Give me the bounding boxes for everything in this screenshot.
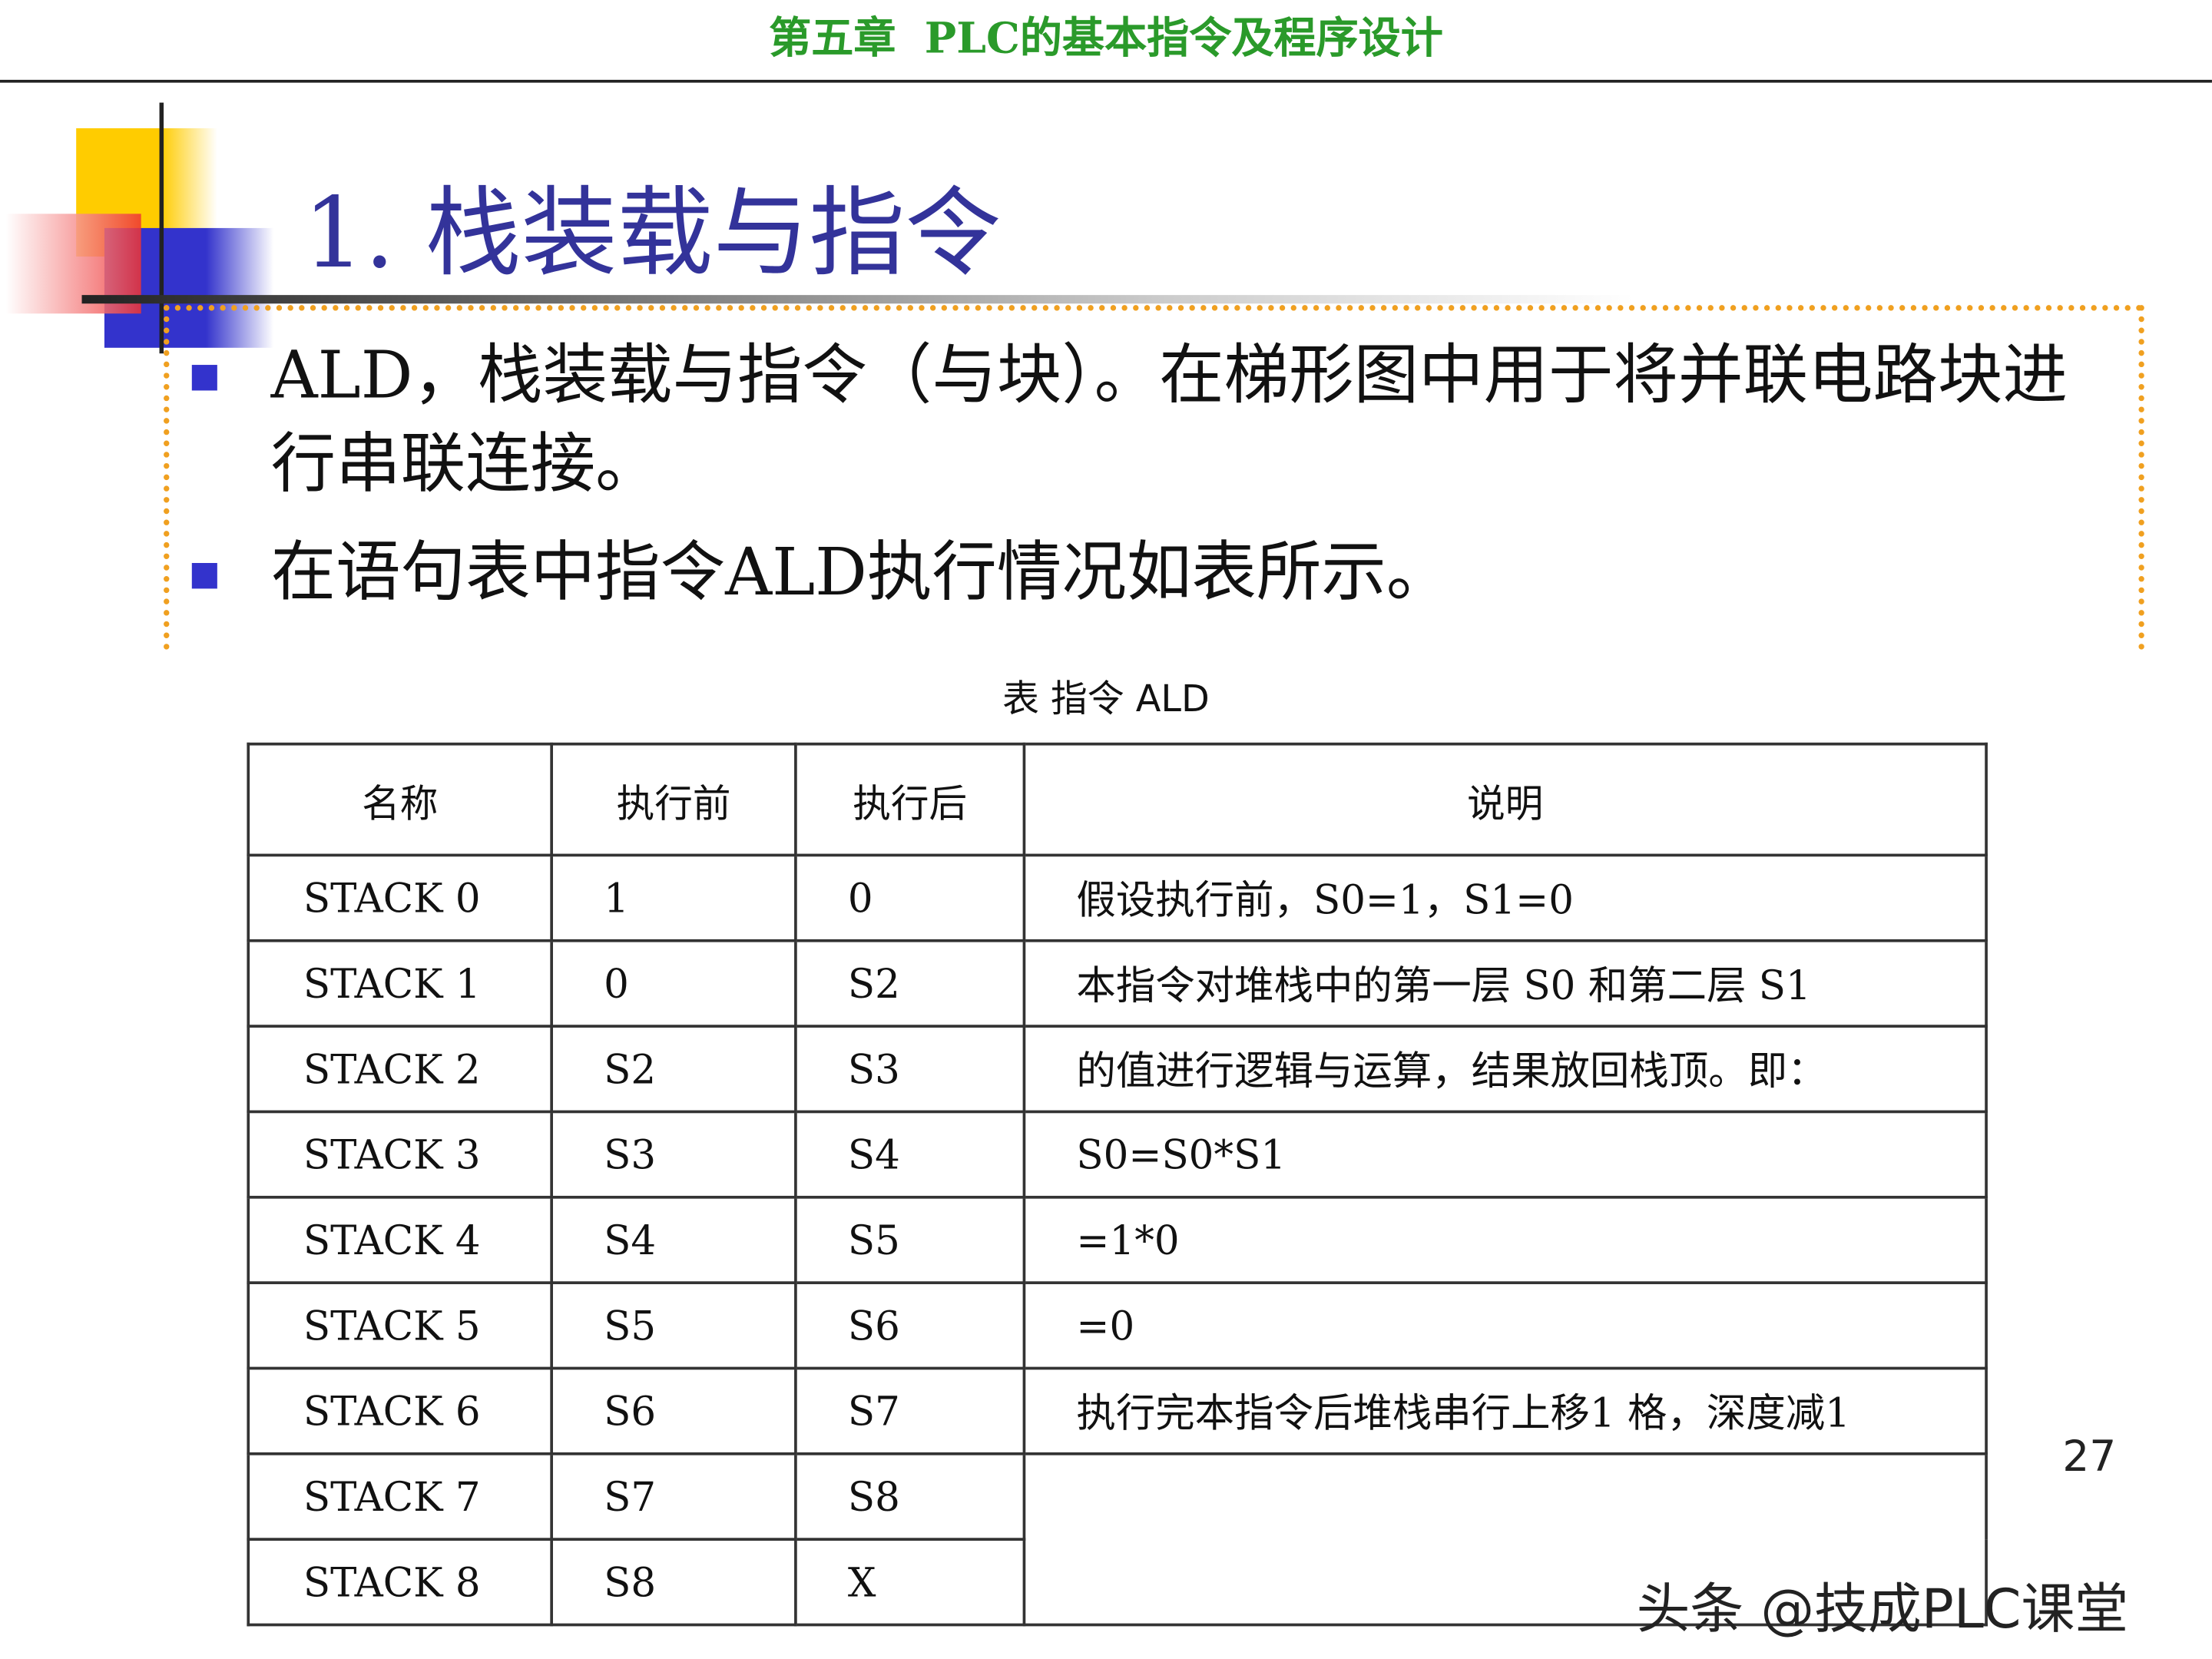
cell-after: S5	[794, 1195, 1026, 1284]
table-caption: 表 指令 ALD	[1002, 678, 1210, 721]
cell-before: S8	[550, 1538, 797, 1627]
cell-description: 的值进行逻辑与运算，结果放回栈顶。即：	[1022, 1025, 1988, 1114]
cell-description: =1*0	[1022, 1195, 1988, 1284]
cell-after: S7	[794, 1366, 1026, 1455]
cell-name: STACK 8	[247, 1538, 553, 1627]
table-row: STACK 3 S3 S4 S0=S0*S1	[247, 1110, 1988, 1199]
header-name: 名称	[247, 742, 553, 857]
cell-description: S0=S0*S1	[1022, 1110, 1988, 1199]
slide-header: 第五章 PLC的基本指令及程序设计	[0, 0, 2212, 83]
cell-before: S5	[550, 1281, 797, 1370]
chapter-title: PLC的基本指令及程序设计	[924, 14, 1443, 65]
cell-after: S3	[794, 1025, 1026, 1114]
header-description: 说明	[1022, 742, 1988, 857]
watermark: 头条 @技成PLC课堂	[1636, 1578, 2129, 1641]
cell-before: 1	[550, 853, 797, 942]
cell-name: STACK 2	[247, 1025, 553, 1114]
cell-name: STACK 5	[247, 1281, 553, 1370]
cell-description: =0	[1022, 1281, 1988, 1370]
cell-description: 执行完本指令后堆栈串行上移1 格，深度减1	[1022, 1366, 1988, 1455]
bullet-text: 在语句表中指令ALD执行情况如表所示。	[270, 533, 1452, 611]
table-row: STACK 6 S6 S7 执行完本指令后堆栈串行上移1 格，深度减1	[247, 1366, 1988, 1455]
cell-before: S3	[550, 1110, 797, 1199]
cell-before: S2	[550, 1025, 797, 1114]
slide-title: 1. 栈装载与指令	[303, 177, 1002, 291]
header-after: 执行后	[794, 742, 1026, 857]
table-row: STACK 4 S4 S5 =1*0	[247, 1195, 1988, 1284]
dotted-frame	[164, 305, 2144, 651]
cell-name: STACK 3	[247, 1110, 553, 1199]
table-row: STACK 2 S2 S3 的值进行逻辑与运算，结果放回栈顶。即：	[247, 1025, 1988, 1114]
cell-before: S7	[550, 1452, 797, 1541]
bullet-text: ALD，栈装载与指令（与块）。在梯形图中用于将并联电路块进行串联连接。	[270, 336, 2068, 502]
cell-after: 0	[794, 853, 1026, 942]
cell-description: 本指令对堆栈中的第一层 S0 和第二层 S1	[1022, 939, 1988, 1028]
cell-after: S8	[794, 1452, 1026, 1541]
cell-after: S2	[794, 939, 1026, 1028]
table-row: STACK 5 S5 S6 =0	[247, 1281, 1988, 1370]
header-before: 执行前	[550, 742, 797, 857]
bullet-icon	[191, 563, 217, 589]
table-row: STACK 0 1 0 假设执行前，S0=1，S1=0	[247, 853, 1988, 942]
cell-name: STACK 0	[247, 853, 553, 942]
cell-name: STACK 6	[247, 1366, 553, 1455]
cell-after: S4	[794, 1110, 1026, 1199]
page-number: 27	[2062, 1432, 2117, 1482]
chapter-label: 第五章	[769, 14, 896, 65]
bullet-icon	[191, 365, 217, 391]
cell-before: S4	[550, 1195, 797, 1284]
cell-description: 假设执行前，S0=1，S1=0	[1022, 853, 1988, 942]
cell-after: S6	[794, 1281, 1026, 1370]
cell-description	[1022, 1452, 1988, 1627]
table-row: STACK 1 0 S2 本指令对堆栈中的第一层 S0 和第二层 S1	[247, 939, 1988, 1028]
cell-name: STACK 1	[247, 939, 553, 1028]
table-header-row: 名称 执行前 执行后 说明	[247, 742, 1988, 857]
cell-name: STACK 4	[247, 1195, 553, 1284]
ald-table: 名称 执行前 执行后 说明 STACK 0 1 0 假设执行前，S0=1，S1=0 ST…	[247, 742, 1988, 1627]
cell-after: X	[794, 1538, 1026, 1627]
table-row: STACK 8 S8 X	[247, 1538, 1986, 1627]
cell-before: S6	[550, 1366, 797, 1455]
cell-name: STACK 7	[247, 1452, 553, 1541]
cell-before: 0	[550, 939, 797, 1028]
table-row: STACK 7 S7 S8	[247, 1452, 1988, 1627]
